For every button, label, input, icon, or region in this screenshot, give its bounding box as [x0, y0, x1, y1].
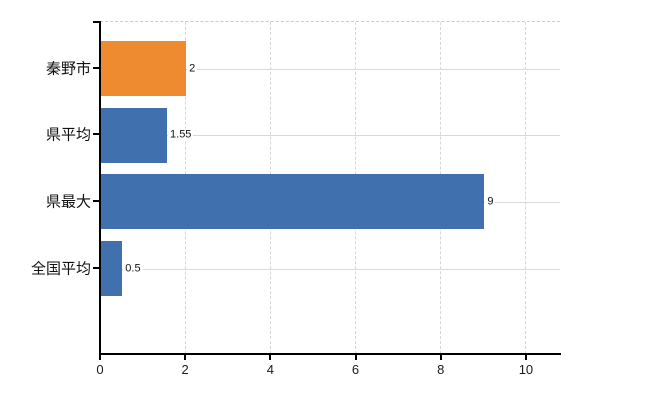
category-label: 県最大: [45, 193, 91, 211]
category-tick: [93, 66, 100, 69]
horizontal-gridline: [100, 268, 560, 270]
bar: [101, 241, 123, 296]
bar: [101, 107, 168, 163]
x-tick: [269, 355, 272, 360]
vertical-gridline: [525, 22, 527, 354]
bar: [101, 174, 485, 230]
horizontal-gridline: [100, 135, 560, 137]
x-tick-label: 2: [181, 362, 189, 377]
plot-area: 2 1.55 9 0.5: [100, 21, 560, 354]
x-tick: [524, 355, 527, 360]
x-tick: [99, 355, 101, 360]
category-tick: [93, 199, 100, 202]
y-axis: [99, 21, 101, 360]
category-tick: [93, 133, 100, 136]
bar: [101, 41, 187, 96]
bar-value-label: 9: [485, 195, 496, 209]
x-tick: [439, 355, 442, 360]
category-tick: [93, 266, 100, 269]
category-label: 秦野市: [45, 60, 91, 77]
x-tick: [184, 355, 187, 360]
x-tick: [354, 355, 357, 360]
x-tick-label: 6: [351, 362, 360, 377]
category-label: 県平均: [45, 126, 91, 144]
x-axis: [99, 353, 561, 355]
category-label: 全国平均: [30, 260, 91, 277]
x-tick-label: 4: [266, 362, 274, 377]
x-tick-label: 0: [96, 362, 104, 377]
bar-value-label: 1.55: [168, 128, 194, 142]
horizontal-gridline: [100, 68, 560, 70]
x-tick-label: 8: [437, 362, 445, 377]
bar-value-label: 0.5: [123, 262, 143, 275]
y-axis-top-tick: [93, 21, 100, 23]
x-tick-label: 10: [518, 362, 534, 377]
bar-value-label: 2: [187, 62, 198, 75]
